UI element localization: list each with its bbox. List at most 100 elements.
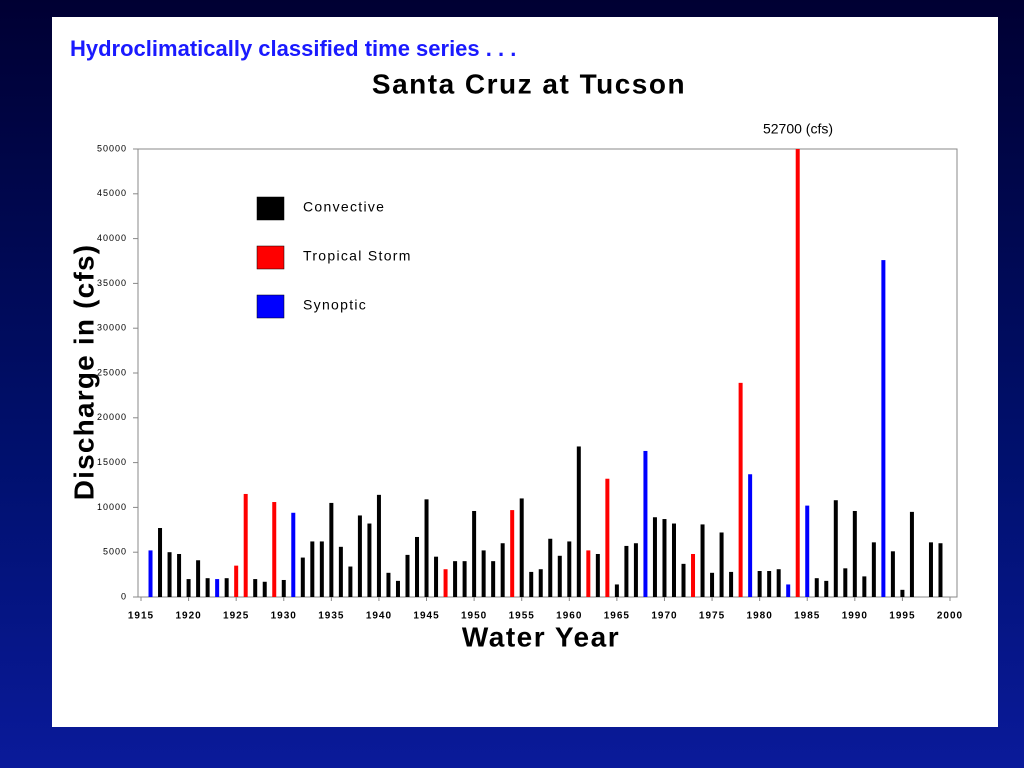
bar: [900, 589, 905, 597]
y-tick-label: 50000: [97, 143, 127, 153]
bar: [738, 382, 743, 597]
bar: [357, 515, 362, 597]
y-tick-label: 25000: [97, 367, 127, 377]
bar: [319, 541, 324, 597]
bar: [500, 543, 505, 597]
x-tick-label: 1935: [318, 611, 344, 622]
bar: [177, 553, 182, 597]
x-tick-label: 1970: [651, 611, 677, 622]
chart-title: Santa Cruz at Tucson: [372, 68, 686, 99]
legend-swatch: [256, 294, 285, 319]
bar: [776, 569, 781, 597]
bar: [272, 502, 277, 597]
bar: [833, 500, 838, 597]
bar: [805, 505, 810, 597]
x-tick-label: 1920: [175, 611, 201, 622]
bar: [881, 260, 886, 597]
bar: [786, 584, 791, 597]
bar: [196, 560, 201, 597]
y-tick-label: 20000: [97, 412, 127, 422]
bar: [662, 519, 667, 597]
legend-label: Tropical Storm: [303, 248, 412, 264]
bar: [158, 528, 163, 597]
bar: [710, 572, 715, 597]
bar: [224, 578, 229, 597]
bar: [329, 502, 334, 597]
bar: [852, 510, 857, 597]
bar: [205, 578, 210, 597]
bar: [443, 569, 448, 597]
bar: [234, 565, 239, 597]
bar: [605, 478, 610, 597]
legend-label: Convective: [303, 199, 385, 215]
bar: [595, 553, 600, 597]
bar: [729, 571, 734, 597]
bar: [186, 579, 191, 597]
bar: [529, 571, 534, 597]
bar: [367, 523, 372, 597]
legend-swatch: [256, 245, 285, 270]
bar: [671, 523, 676, 597]
bar: [424, 499, 429, 597]
bar: [795, 149, 800, 598]
bar: [557, 555, 562, 597]
bar: [652, 517, 657, 597]
bar: [700, 524, 705, 597]
bar: [519, 498, 524, 597]
bar: [395, 580, 400, 597]
bar: [538, 569, 543, 597]
x-tick-label: 1980: [747, 611, 773, 622]
bar: [643, 450, 648, 597]
annotation: 52700 (cfs): [763, 121, 833, 137]
bar: [862, 576, 867, 597]
bar: [291, 512, 296, 597]
bar: [472, 510, 477, 597]
x-tick-label: 2000: [937, 611, 963, 622]
bar: [748, 474, 753, 597]
bar: [281, 579, 286, 597]
bar: [624, 545, 629, 597]
x-tick-label: 1930: [271, 611, 297, 622]
bar: [386, 572, 391, 597]
y-tick-label: 35000: [97, 278, 127, 288]
x-tick-label: 1940: [366, 611, 392, 622]
bar: [300, 557, 305, 597]
y-tick-label: 40000: [97, 233, 127, 243]
y-tick-label: 10000: [97, 502, 127, 512]
bar: [243, 493, 248, 597]
x-tick-label: 1985: [794, 611, 820, 622]
bar: [719, 532, 724, 597]
bar: [262, 581, 267, 597]
legend-label: Synoptic: [303, 297, 367, 313]
bar: [824, 580, 829, 597]
bar: [348, 566, 353, 597]
bars: [148, 149, 943, 598]
bar: [928, 542, 933, 597]
bar: [691, 553, 696, 597]
heading: Hydroclimatically classified time series…: [70, 36, 516, 61]
y-axis-label: Discharge in (cfs): [68, 244, 99, 501]
bar: [843, 568, 848, 597]
bar: [586, 550, 591, 597]
bar: [510, 510, 515, 597]
bar: [338, 546, 343, 597]
bar: [681, 563, 686, 597]
y-tick-label: 15000: [97, 457, 127, 467]
bar: [491, 561, 496, 597]
x-tick-label: 1945: [413, 611, 439, 622]
bar: [405, 554, 410, 597]
x-tick-label: 1925: [223, 611, 249, 622]
y-tick-label: 45000: [97, 188, 127, 198]
y-tick-label: 0: [121, 591, 127, 601]
x-tick-label: 1960: [556, 611, 582, 622]
bar: [167, 552, 172, 597]
x-tick-label: 1950: [461, 611, 487, 622]
bar: [614, 584, 619, 597]
bar: [890, 551, 895, 597]
bar: [415, 536, 420, 597]
y-tick-label: 30000: [97, 323, 127, 333]
bar: [481, 550, 486, 597]
x-tick-label: 1915: [128, 611, 154, 622]
bar: [453, 561, 458, 597]
